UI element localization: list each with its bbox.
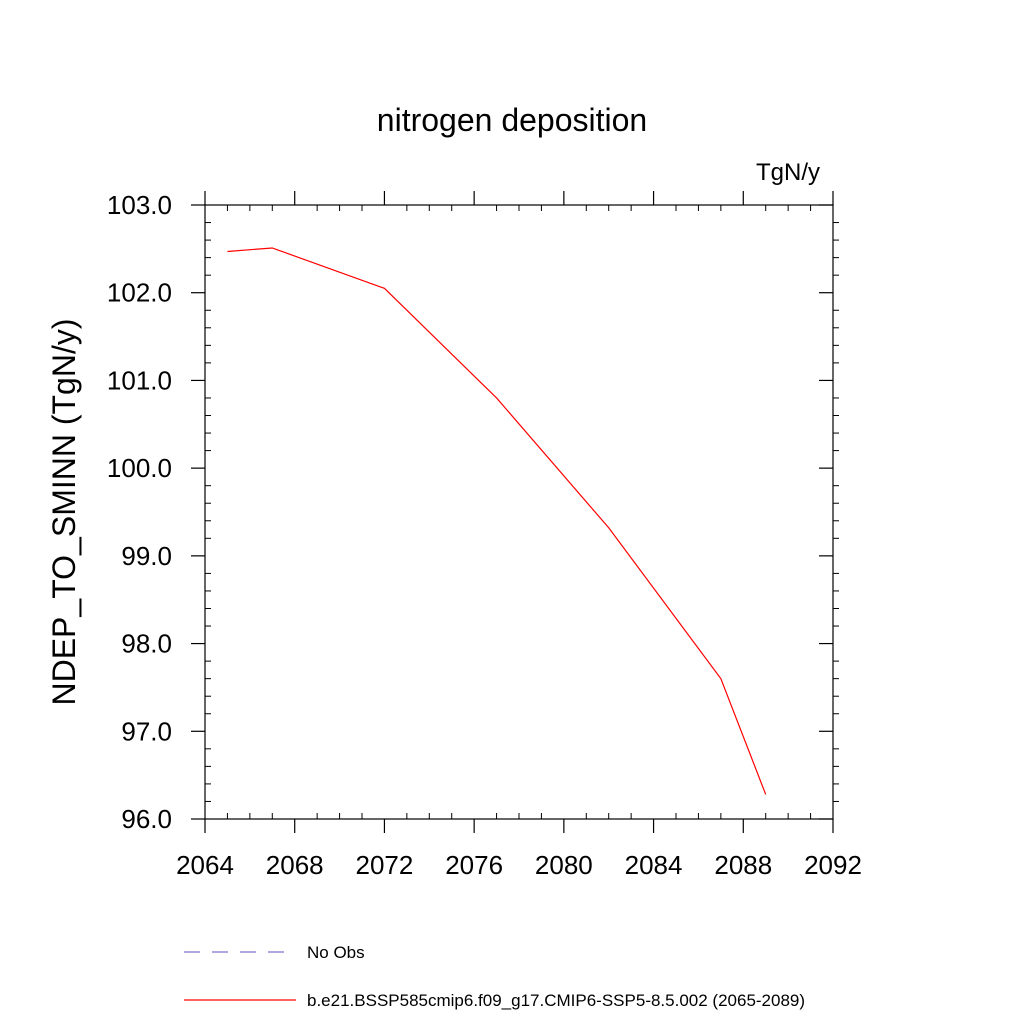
x-tick-label: 2080 [535,850,593,880]
x-tick-label: 2072 [356,850,414,880]
legend-label-1: b.e21.BSSP585cmip6.f09_g17.CMIP6-SSP5-8.… [307,991,805,1010]
y-tick-label: 103.0 [107,190,172,220]
y-tick-label: 100.0 [107,453,172,483]
y-tick-label: 96.0 [121,804,172,834]
x-tick-label: 2092 [804,850,862,880]
x-tick-label: 2088 [714,850,772,880]
series-line-1 [227,247,767,795]
x-tick-label: 2068 [266,850,324,880]
y-tick-label: 98.0 [121,629,172,659]
legend-label-0: No Obs [307,943,365,962]
x-tick-label: 2076 [445,850,503,880]
units-label: TgN/y [756,159,820,186]
y-tick-label: 97.0 [121,716,172,746]
plot-frame [204,204,834,820]
x-tick-label: 2064 [176,850,234,880]
chart-title: nitrogen deposition [377,102,647,138]
y-tick-label: 99.0 [121,541,172,571]
y-axis-label: NDEP_TO_SMINN (TgN/y) [46,318,82,705]
x-tick-label: 2084 [625,850,683,880]
y-tick-label: 102.0 [107,278,172,308]
y-tick-label: 101.0 [107,365,172,395]
